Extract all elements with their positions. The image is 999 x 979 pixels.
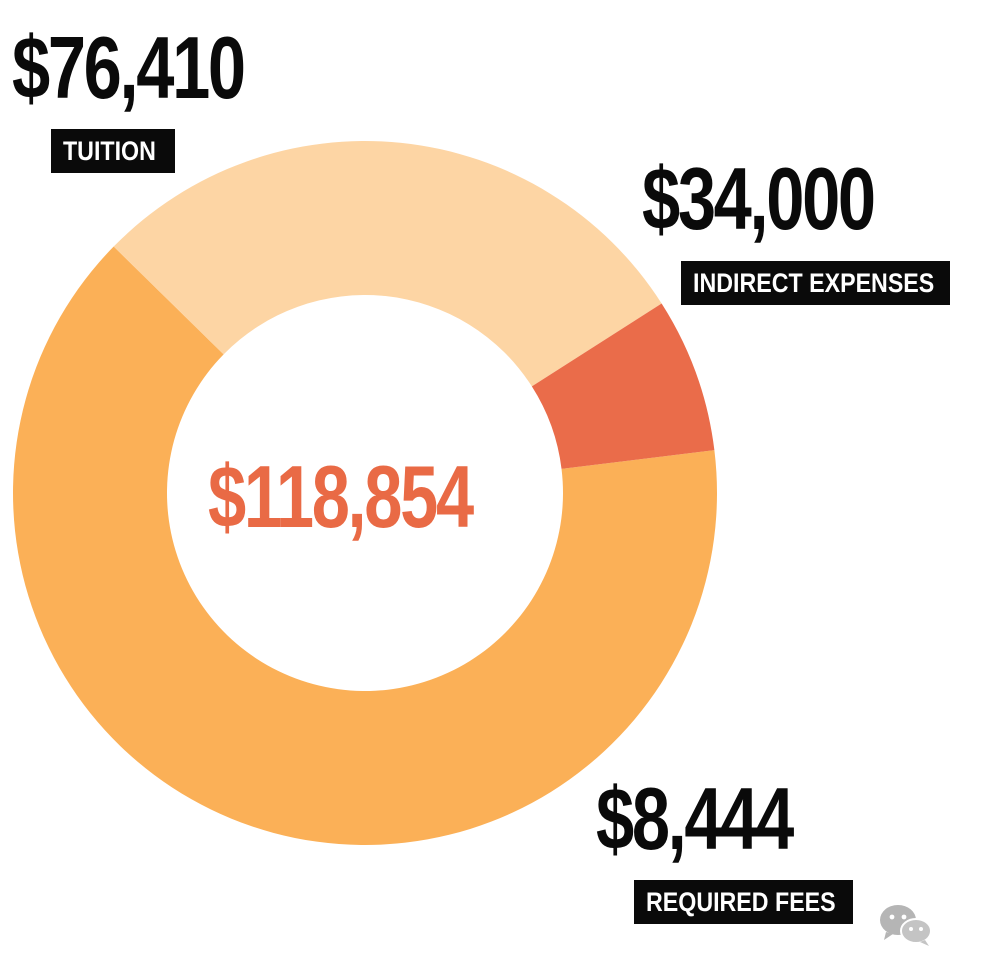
indirect-expenses-amount-label: $34,000 (642, 149, 876, 248)
tuition-category-label: TUITION (51, 129, 175, 173)
wechat-icon (880, 905, 932, 946)
donut-slice-tuition (13, 246, 718, 845)
indirect-expenses-category-label: INDIRECT EXPENSES (681, 261, 950, 305)
donut-slice-indirect-expenses (113, 140, 662, 387)
tuition-amount-label: $76,410 (12, 18, 246, 117)
donut-slice-required-fees (531, 303, 715, 469)
center-total-label: $118,854 (208, 447, 474, 546)
required-fees-amount-label: $8,444 (596, 769, 794, 868)
required-fees-category-label: REQUIRED FEES (634, 880, 853, 924)
donut-slices (13, 140, 718, 845)
